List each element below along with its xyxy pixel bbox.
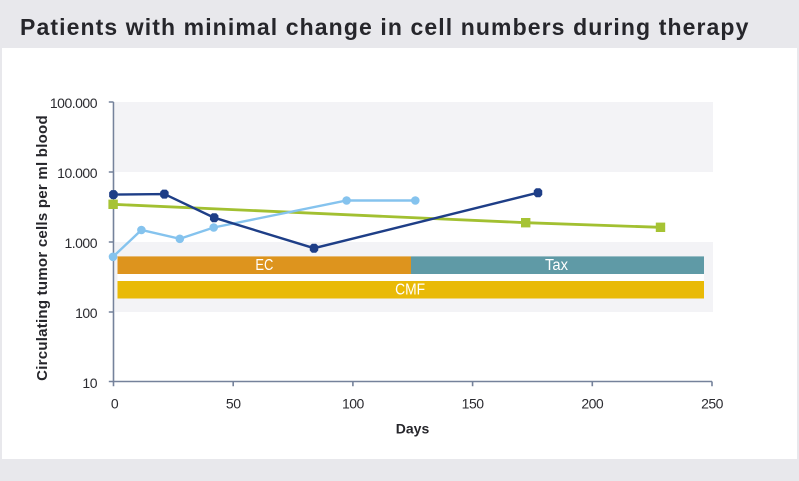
svg-text:1.000: 1.000 [64,235,97,251]
svg-text:100: 100 [342,396,365,412]
svg-text:EC: EC [255,257,273,274]
svg-text:0: 0 [111,396,119,412]
svg-text:100: 100 [75,305,98,321]
svg-text:250: 250 [701,396,724,412]
svg-text:10.000: 10.000 [57,165,98,181]
svg-text:50: 50 [226,396,241,412]
svg-text:10: 10 [82,375,97,391]
svg-text:CMF: CMF [395,282,425,299]
svg-text:150: 150 [462,396,485,412]
svg-text:Days: Days [396,421,430,437]
svg-text:100.000: 100.000 [50,95,98,111]
svg-text:Circulating tumor cells per ml: Circulating tumor cells per ml blood [34,115,51,381]
svg-text:200: 200 [581,396,604,412]
svg-text:Tax: Tax [545,257,568,274]
